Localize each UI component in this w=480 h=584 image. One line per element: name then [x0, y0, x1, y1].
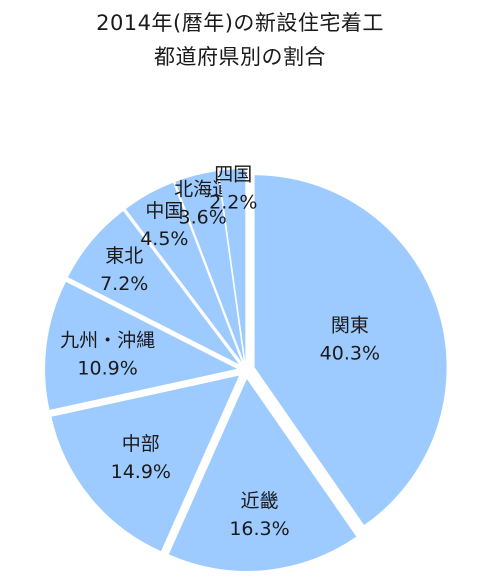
pie-slice-5 [67, 211, 240, 365]
slice-value-label: 4.5% [140, 228, 188, 250]
pie-slice-7 [175, 171, 244, 362]
slice-category-label: 北海道 [174, 178, 231, 200]
pie-slice-4 [45, 281, 238, 410]
pie-slice-1 [254, 175, 447, 526]
slice-category-label: 関東 [331, 314, 369, 336]
slice-value-label: 40.3% [320, 342, 380, 364]
slice-value-label: 14.9% [111, 461, 171, 483]
chart-title-line-2: 都道府県別の割合 [154, 45, 326, 69]
slice-value-label: 3.6% [179, 206, 227, 228]
slice-value-label: 7.2% [100, 273, 148, 295]
chart-title-line-1: 2014年(暦年)の新設住宅着工 [96, 11, 384, 35]
slice-category-label: 近畿 [241, 490, 279, 512]
slice-category-label: 東北 [105, 245, 143, 267]
chart-title: 2014年(暦年)の新設住宅着工 都道府県別の割合 [0, 6, 480, 74]
slice-value-label: 16.3% [229, 518, 289, 540]
pie-slice-3 [51, 375, 240, 552]
slice-category-label: 四国 [214, 164, 252, 186]
pie-slice-8 [218, 169, 246, 362]
pie-slice-2 [168, 378, 357, 571]
slice-category-label: 九州・沖縄 [60, 329, 155, 351]
slice-value-label: 10.9% [77, 357, 137, 379]
pie-slice-6 [125, 182, 242, 363]
slice-value-label: 2.2% [209, 192, 257, 214]
slice-category-label: 中部 [122, 433, 160, 455]
slice-category-label: 中国 [145, 200, 183, 222]
